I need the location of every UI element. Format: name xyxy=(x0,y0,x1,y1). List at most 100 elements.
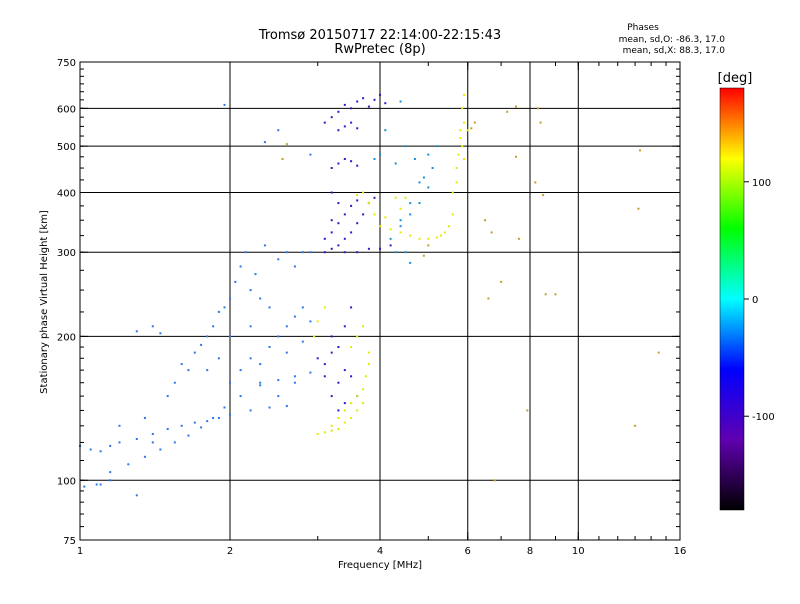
scatter-point xyxy=(143,417,146,419)
colorbar-tick-label: -100 xyxy=(752,412,775,423)
y-tick-label: 75 xyxy=(63,536,76,547)
scatter-point xyxy=(350,121,353,124)
scatter-point xyxy=(151,433,154,435)
scatter-point xyxy=(439,234,442,237)
scatter-point xyxy=(384,129,387,132)
scatter-point xyxy=(89,448,92,451)
scatter-point xyxy=(254,273,257,276)
scatter-point xyxy=(544,293,547,296)
scatter-point xyxy=(309,251,312,254)
scatter-point xyxy=(309,320,312,323)
scatter-point xyxy=(323,375,326,378)
scatter-point xyxy=(293,375,296,378)
scatter-point xyxy=(330,395,333,398)
scatter-point xyxy=(109,444,112,447)
scatter-point xyxy=(463,158,466,160)
scatter-point xyxy=(487,297,490,300)
scatter-point xyxy=(323,121,326,124)
scatter-point xyxy=(350,231,353,234)
scatter-point xyxy=(461,107,464,110)
scatter-point xyxy=(309,153,312,156)
scatter-point xyxy=(259,384,262,387)
scatter-point xyxy=(343,125,346,128)
scatter-point xyxy=(389,228,392,231)
scatter-point xyxy=(367,202,370,205)
scatter-point xyxy=(187,434,190,437)
scatter-point xyxy=(367,105,370,108)
scatter-point xyxy=(356,222,359,225)
scatter-point xyxy=(534,181,537,184)
scatter-point xyxy=(418,202,421,205)
scatter-point xyxy=(459,129,462,132)
scatter-point xyxy=(249,409,252,412)
scatter-point xyxy=(135,438,138,440)
scatter-point xyxy=(83,485,86,488)
scatter-point xyxy=(384,102,387,105)
scatter-point xyxy=(337,110,340,113)
scatter-point xyxy=(285,351,288,354)
scatter-point xyxy=(200,343,203,346)
scatter-point xyxy=(422,176,425,179)
scatter-point xyxy=(365,375,367,378)
scatter-point xyxy=(404,251,407,254)
scatter-point xyxy=(337,222,340,225)
scatter-point xyxy=(268,346,271,348)
chart-subtitle: RwPretec (8p) xyxy=(334,42,425,57)
scatter-point xyxy=(389,237,392,240)
x-axis-label: Frequency [MHz] xyxy=(338,560,422,571)
scatter-point xyxy=(451,213,454,216)
scatter-point xyxy=(143,455,146,458)
scatter-point xyxy=(285,325,288,328)
scatter-point xyxy=(343,409,346,412)
scatter-point xyxy=(293,265,296,268)
scatter-point xyxy=(277,379,280,382)
scatter-point xyxy=(337,428,340,430)
scatter-point xyxy=(466,129,469,132)
scatter-point xyxy=(330,424,333,427)
scatter-point xyxy=(337,129,340,132)
scatter-point xyxy=(159,448,162,451)
scatter-point xyxy=(239,395,242,398)
scatter-point xyxy=(277,335,280,338)
scatter-point xyxy=(330,429,333,432)
scatter-point xyxy=(356,409,359,412)
scatter-point xyxy=(367,363,370,366)
scatter-point xyxy=(135,494,138,497)
scatter-point xyxy=(323,431,326,434)
scatter-point xyxy=(337,409,340,412)
scatter-point xyxy=(285,251,288,254)
scatter-point xyxy=(373,158,376,160)
scatter-point xyxy=(409,202,412,205)
scatter-point xyxy=(431,167,434,169)
scatter-point xyxy=(427,186,430,189)
y-tick-label: 600 xyxy=(57,104,76,115)
scatter-point xyxy=(109,479,112,482)
scatter-point xyxy=(490,231,493,234)
scatter-point xyxy=(394,196,397,199)
scatter-point xyxy=(379,93,381,96)
scatter-point xyxy=(206,369,209,372)
scatter-point xyxy=(409,234,412,237)
scatter-point xyxy=(99,483,102,486)
data-points xyxy=(79,93,660,497)
scatter-point xyxy=(399,207,402,210)
scatter-point xyxy=(206,335,209,338)
scatter-point xyxy=(373,196,376,199)
y-tick-label: 750 xyxy=(57,58,76,69)
scatter-point xyxy=(217,310,220,313)
scatter-point xyxy=(313,335,316,338)
scatter-point xyxy=(422,254,425,257)
grid-lines xyxy=(80,62,680,540)
scatter-point xyxy=(330,167,333,169)
scatter-point xyxy=(427,237,430,240)
scatter-point xyxy=(277,129,280,132)
scatter-point xyxy=(367,247,370,250)
scatter-point xyxy=(435,236,438,239)
x-tick-label: 10 xyxy=(572,546,585,557)
colorbar-tick-label: 100 xyxy=(752,178,771,189)
scatter-point xyxy=(95,483,98,486)
scatter-point xyxy=(537,107,539,110)
scatter-point xyxy=(384,216,387,219)
scatter-point xyxy=(350,306,353,309)
